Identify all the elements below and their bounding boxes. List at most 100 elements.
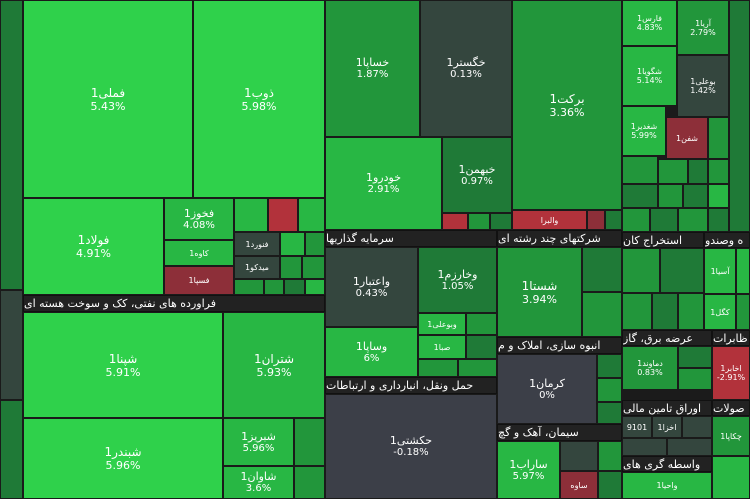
tile-vahid[interactable]: واحیا1 <box>622 472 712 499</box>
tile-fakhoz[interactable]: فخوز1 4.08% <box>164 198 234 240</box>
tile-khodro[interactable]: خودرو1 2.91% <box>325 137 442 230</box>
sector-header-cement[interactable]: سیمان، آهک و گچ <box>497 424 622 441</box>
tile-mini-i[interactable] <box>284 279 305 295</box>
tile-folad[interactable]: فولاد1 4.91% <box>23 198 164 295</box>
tile-mini-r[interactable] <box>418 359 458 377</box>
tile-mini-ah[interactable] <box>658 184 683 208</box>
tile-mini-m[interactable] <box>468 213 490 230</box>
tile-mini-at[interactable] <box>678 293 704 330</box>
tile-mini-ac[interactable] <box>622 156 658 184</box>
tile-fameli[interactable]: فملی1 5.43% <box>23 0 193 198</box>
sector-header-investments[interactable]: سرمایه گذاریها <box>325 230 497 247</box>
tile-valbra[interactable]: والبرا <box>512 210 587 230</box>
tile-mini-ae[interactable] <box>688 159 708 184</box>
tile-arya[interactable]: آریا1 2.79% <box>677 0 729 55</box>
tile-mini-af[interactable] <box>708 159 729 184</box>
tile-mini-au[interactable] <box>736 294 750 330</box>
sector-header-funds[interactable]: ه وصندو <box>704 232 750 248</box>
tile-mini-o[interactable] <box>605 210 622 230</box>
tile-damavand[interactable]: دماوند1 0.83% <box>622 346 678 390</box>
tile-sarab[interactable]: ساراب1 5.97% <box>497 441 560 499</box>
tile-mini-l[interactable] <box>294 466 325 499</box>
tile-kerman[interactable]: کرمان1 0% <box>497 354 597 424</box>
sector-header-transport[interactable]: حمل ونقل، انبارداری و ارتباطات <box>325 377 497 394</box>
sector-header-bonds[interactable]: اوراق تامین مالی <box>622 400 712 416</box>
tile-kegol[interactable]: کگل1 <box>704 294 736 330</box>
tile-mini-ab[interactable] <box>708 117 729 159</box>
sector-header-products[interactable]: صولات <box>712 400 750 416</box>
tile-mini-k[interactable] <box>294 418 325 466</box>
tile-barkat[interactable]: برکت1 3.36% <box>512 0 622 210</box>
tile-mini-ao[interactable] <box>622 248 660 293</box>
tile-shafan[interactable]: شفن1 <box>666 117 708 159</box>
tile-mini-az[interactable] <box>667 438 712 456</box>
tile-mini-ai[interactable] <box>683 184 708 208</box>
tile-mini-e[interactable] <box>280 256 302 279</box>
tile-mini-ay[interactable] <box>622 438 667 456</box>
tile-mini-an[interactable] <box>708 208 729 232</box>
tile-shasta[interactable]: شستا1 3.94% <box>497 247 582 337</box>
tile-shegoya[interactable]: شگویا1 5.14% <box>622 46 677 106</box>
tile-right-edge-top[interactable] <box>729 0 750 232</box>
tile-shendi[interactable]: شغدیر1 5.99% <box>622 106 666 156</box>
tile-mini-c[interactable] <box>280 232 305 256</box>
tile-fars[interactable]: فارس1 4.83% <box>622 0 677 46</box>
tile-mini-al[interactable] <box>650 208 678 232</box>
tile-vaetebar[interactable]: واعتبار1 0.43% <box>325 247 418 327</box>
sector-header-multi[interactable]: شرکتهای چند رشته ای <box>497 230 622 247</box>
tile-mini-ag[interactable] <box>622 184 658 208</box>
tile-mini-ak[interactable] <box>622 208 650 232</box>
tile-mini-a[interactable] <box>234 198 268 232</box>
tile-mini-v[interactable] <box>597 354 622 378</box>
sector-header-construction[interactable]: انبوه سازی، املاک و م <box>497 337 622 354</box>
tile-shavan[interactable]: شاوان1 3.6% <box>223 466 294 499</box>
tile-mini-y[interactable] <box>560 441 598 471</box>
tile-mini-ar[interactable] <box>622 293 652 330</box>
tile-shabriz[interactable]: شبریز1 5.96% <box>223 418 294 466</box>
tile-mini-t[interactable] <box>582 247 622 292</box>
tile-chekapa[interactable]: چکاپا1 <box>712 416 750 456</box>
tile-mini-p[interactable] <box>466 313 497 335</box>
tile-mini-aq[interactable] <box>736 248 750 294</box>
tile-vbooali[interactable]: وبوعلی1 <box>418 313 466 335</box>
sector-header-mining[interactable]: استخراج کان <box>622 232 704 248</box>
tile-mini-red-b[interactable] <box>442 213 468 230</box>
tile-mini-as[interactable] <box>652 293 678 330</box>
tile-vsapa[interactable]: وساپا1 6% <box>325 327 418 377</box>
tile-shetran[interactable]: شتران1 5.93% <box>223 312 325 418</box>
sector-header-oil[interactable]: فراورده های نفتی، کک و سوخت هسته ای <box>23 295 325 312</box>
tile-akhaza[interactable]: اخزا1 <box>652 416 682 438</box>
tile-mini-n[interactable] <box>490 213 512 230</box>
tile-khgostar[interactable]: خگستر1 0.13% <box>420 0 512 137</box>
tile-shinderi[interactable]: شبندر1 5.96% <box>23 418 223 499</box>
tile-khsapa[interactable]: خساپا1 1.87% <box>325 0 420 137</box>
tile-vkharazm[interactable]: وخارزم1 1.05% <box>418 247 497 313</box>
tile-mini-w[interactable] <box>597 378 622 402</box>
tile-mini-aa[interactable] <box>598 471 622 499</box>
tile-kave[interactable]: کاوه1 <box>164 240 234 266</box>
tile-mini-q[interactable] <box>466 335 497 359</box>
tile-mini-ad[interactable] <box>658 159 688 184</box>
tile-mini-h[interactable] <box>264 279 284 295</box>
sector-header-telecom[interactable]: ظابرات <box>712 330 750 346</box>
tile-mini-j[interactable] <box>305 279 325 295</box>
tile-fanvard[interactable]: فنورد1 <box>234 232 280 256</box>
tile-mini-ap[interactable] <box>660 248 704 293</box>
tile-mini-f[interactable] <box>302 256 325 279</box>
tile-fesapa[interactable]: فسپا1 <box>164 266 234 295</box>
tile-shepna[interactable]: شپنا1 5.91% <box>23 312 223 418</box>
tile-mini-av[interactable] <box>678 346 712 368</box>
tile-sdaf[interactable]: ساوه <box>560 471 598 499</box>
tile-mini-u[interactable] <box>582 292 622 337</box>
sector-header-brokers[interactable]: واسطه گری های <box>622 456 712 472</box>
tile-mini-x[interactable] <box>597 402 622 424</box>
tile-edge-left-lower[interactable] <box>0 290 23 400</box>
tile-mini-g[interactable] <box>234 279 264 295</box>
tile-hekeshti[interactable]: حکشتی1 -0.18% <box>325 394 497 499</box>
tile-mini-d[interactable] <box>305 232 325 256</box>
tile-mini-b[interactable] <box>298 198 325 232</box>
tile-edge-left-bottom[interactable] <box>0 400 23 499</box>
tile-mini-red-a[interactable] <box>268 198 298 232</box>
tile-sba[interactable]: صبا1 <box>418 335 466 359</box>
tile-mini-z[interactable] <box>598 441 622 471</box>
